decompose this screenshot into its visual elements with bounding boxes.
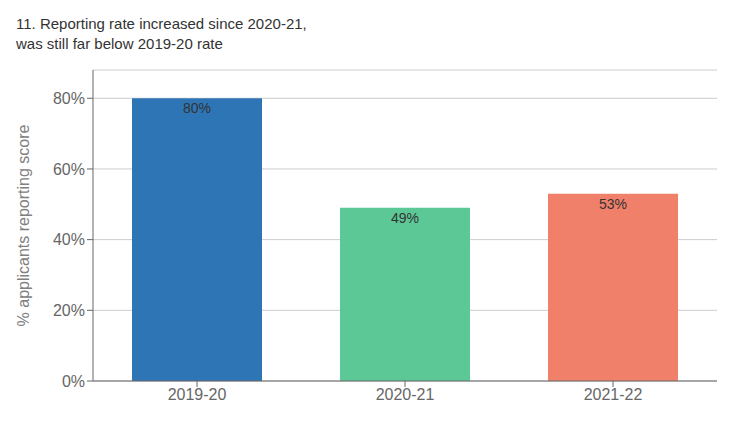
svg-text:53%: 53% [599, 196, 627, 212]
svg-text:40%: 40% [53, 231, 85, 248]
svg-text:80%: 80% [183, 100, 211, 116]
svg-text:49%: 49% [391, 210, 419, 226]
svg-text:2021-22: 2021-22 [584, 386, 643, 403]
html-text:11. Reporting rate increased s: 11. Reporting rate increased since 2020-… [16, 15, 307, 32]
svg-text:2019-20: 2019-20 [168, 386, 227, 403]
svg-text:% applicants reporting score: % applicants reporting score [15, 124, 32, 326]
svg-text:60%: 60% [53, 161, 85, 178]
svg-text:0%: 0% [62, 373, 85, 390]
svg-text:20%: 20% [53, 302, 85, 319]
svg-text:80%: 80% [53, 90, 85, 107]
html-text:was still far below 2019-20 ra: was still far below 2019-20 rate [16, 35, 223, 52]
svg-text:2020-21: 2020-21 [376, 386, 435, 403]
